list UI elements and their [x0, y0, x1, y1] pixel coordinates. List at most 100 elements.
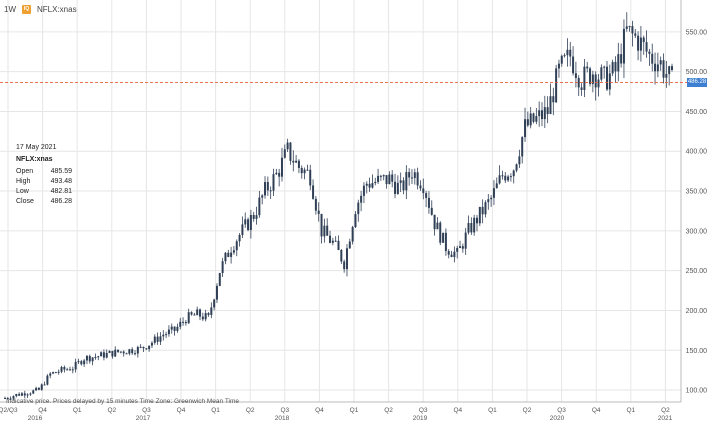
- x-year-label: 2019: [413, 415, 428, 422]
- candle-body: [303, 169, 306, 174]
- candle-body: [292, 160, 295, 163]
- candle-body: [515, 164, 518, 171]
- candle-body: [295, 160, 298, 163]
- candle-body: [46, 375, 49, 385]
- y-tick-label: 550.00: [686, 29, 708, 36]
- chart-header: 1W IQ NFLX:xnas: [4, 2, 77, 16]
- candle-body: [504, 175, 507, 181]
- candle-body: [365, 183, 368, 186]
- candle-body: [433, 214, 436, 230]
- candle-body: [540, 110, 543, 120]
- x-quarter-label: Q2/Q3: [0, 407, 18, 414]
- x-year-label: 2020: [550, 415, 565, 422]
- y-tick-label: 250.00: [686, 268, 708, 275]
- candle-body: [40, 384, 43, 390]
- candle-body: [552, 96, 555, 103]
- candle-body: [74, 361, 77, 370]
- candle-body: [241, 224, 244, 235]
- x-year-label: 2017: [136, 415, 151, 422]
- candle-body: [450, 254, 453, 257]
- x-quarter-label: Q1: [488, 407, 497, 414]
- candle-body: [258, 197, 261, 216]
- candle-body: [280, 157, 283, 177]
- candle-body: [230, 252, 233, 257]
- candle-body: [385, 175, 388, 185]
- candle-body: [153, 336, 156, 343]
- candle-body: [66, 369, 69, 371]
- candle-body: [475, 217, 478, 224]
- interval-label[interactable]: 1W: [4, 4, 16, 14]
- candle-body: [20, 393, 23, 396]
- candle-body: [586, 66, 589, 69]
- candle-body: [572, 56, 575, 74]
- candle-body: [628, 26, 631, 28]
- candle-body: [467, 223, 470, 233]
- candle-body: [340, 249, 343, 262]
- candle-body: [671, 66, 673, 70]
- candle-body: [620, 54, 623, 64]
- candle-body: [125, 353, 128, 355]
- candle-body: [614, 61, 617, 72]
- symbol-label[interactable]: NFLX:xnas: [37, 4, 77, 14]
- candle-body: [247, 219, 250, 231]
- candle-body: [269, 190, 272, 192]
- candle-body: [29, 393, 32, 395]
- candle-body: [323, 225, 326, 237]
- candle-body: [199, 309, 202, 317]
- candle-body: [631, 26, 634, 34]
- candle-body: [659, 60, 662, 65]
- candle-body: [382, 175, 385, 177]
- candle-body: [94, 356, 97, 358]
- x-quarter-label: Q3: [280, 407, 289, 414]
- candle-body: [159, 336, 162, 342]
- candle-body: [371, 183, 374, 188]
- candle-body: [249, 214, 252, 231]
- candle-body: [102, 352, 105, 358]
- candle-body: [111, 350, 114, 357]
- candle-body: [402, 180, 405, 191]
- candle-body: [577, 77, 580, 88]
- candle-body: [563, 55, 566, 57]
- last-price-tag: 486.28: [687, 78, 707, 88]
- candle-body: [57, 371, 60, 373]
- candle-body: [419, 185, 422, 189]
- candle-body: [521, 137, 524, 157]
- candle-body: [605, 66, 608, 90]
- candle-body: [481, 206, 484, 215]
- candle-body: [227, 252, 230, 257]
- candle-body: [244, 219, 247, 225]
- y-tick-label: 500.00: [686, 69, 708, 76]
- candle-body: [427, 197, 430, 208]
- candle-body: [201, 316, 204, 320]
- candle-body: [473, 217, 476, 233]
- candle-body: [379, 175, 382, 177]
- candle-body: [173, 326, 176, 331]
- candle-body: [266, 182, 269, 191]
- candle-body: [654, 63, 657, 72]
- candle-body: [416, 172, 419, 186]
- candle-body: [611, 61, 614, 74]
- candle-body: [648, 51, 651, 54]
- candle-body: [495, 183, 498, 189]
- x-quarter-label: Q3: [557, 407, 566, 414]
- x-quarter-label: Q1: [350, 407, 359, 414]
- candle-body: [526, 119, 529, 126]
- candle-body: [119, 351, 122, 353]
- candle-body: [224, 252, 227, 262]
- candle-body: [594, 74, 597, 88]
- candle-body: [142, 346, 145, 349]
- candle-body: [37, 387, 40, 390]
- candle-body: [26, 394, 29, 396]
- candle-body: [566, 49, 569, 56]
- candle-body: [314, 198, 317, 211]
- candle-body: [88, 355, 91, 362]
- candle-body: [184, 321, 187, 324]
- x-quarter-label: Q4: [592, 407, 601, 414]
- candle-body: [591, 74, 594, 85]
- candle-body: [637, 35, 640, 51]
- candle-body: [283, 149, 286, 158]
- candle-body: [374, 181, 377, 184]
- y-tick-label: 350.00: [686, 189, 708, 196]
- candle-body: [408, 172, 411, 178]
